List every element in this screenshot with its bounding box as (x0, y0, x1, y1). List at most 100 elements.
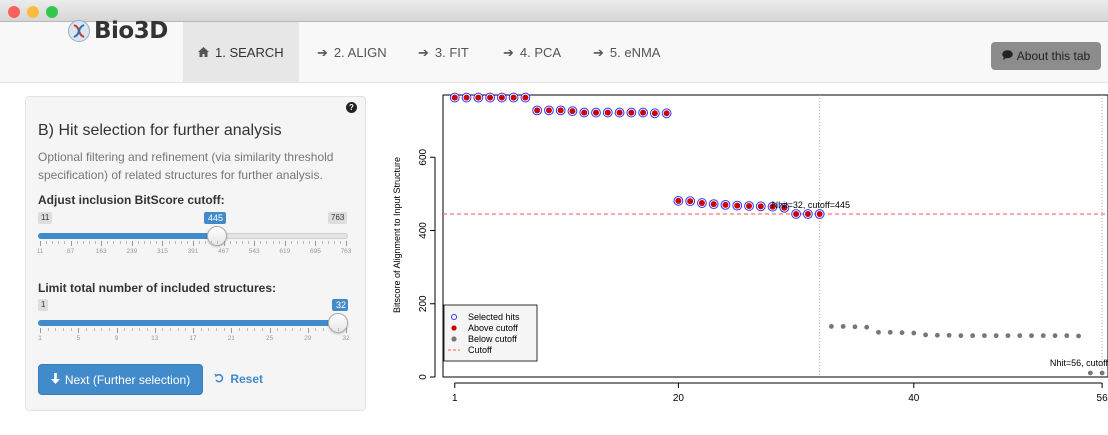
cutoff-slider-fill (38, 233, 217, 239)
legend-selected-marker (450, 313, 458, 321)
tab-align[interactable]: ➔ 2. ALIGN (302, 22, 402, 83)
help-icon[interactable]: ? (346, 102, 357, 113)
window-close-button[interactable] (8, 6, 20, 18)
above-cutoff-point (769, 203, 776, 210)
slider-minor-tick (297, 241, 299, 244)
tab-search-label: 1. SEARCH (215, 45, 284, 60)
tab-pca[interactable]: ➔ 4. PCA (488, 22, 576, 83)
slider-tick-label: 21 (227, 335, 235, 342)
y-tick-label: 600 (418, 148, 429, 165)
y-tick-label: 400 (418, 222, 429, 239)
below-cutoff-point (864, 324, 870, 330)
slider-minor-tick (131, 328, 133, 331)
above-cutoff-point (463, 94, 470, 101)
above-cutoff-point (475, 94, 482, 101)
slider-minor-tick (292, 328, 294, 331)
slider-minor-tick (235, 241, 237, 244)
cutoff-slider-max: 763 (328, 212, 348, 224)
slider-minor-tick (52, 241, 54, 244)
below-cutoff-point (1017, 333, 1023, 339)
arrow-right-icon: ➔ (418, 45, 429, 60)
below-cutoff-point (958, 333, 964, 339)
panel-description: Optional filtering and refinement (via s… (38, 150, 334, 182)
annotation-nhit-56: Nhit=56, cutoff (1050, 358, 1108, 368)
slider-minor-tick (333, 241, 335, 244)
above-cutoff-point (498, 94, 505, 101)
tab-search[interactable]: 1. SEARCH (183, 22, 299, 83)
slider-minor-tick (156, 241, 158, 244)
slider-tick (223, 241, 225, 246)
slider-minor-tick (260, 241, 262, 244)
slider-minor-tick (303, 241, 305, 244)
x-tick-label: 1 (452, 393, 458, 404)
reset-button[interactable]: Reset (214, 364, 263, 395)
limit-slider-value: 32 (332, 299, 348, 311)
window-zoom-button[interactable] (46, 6, 58, 18)
slider-minor-tick (339, 241, 341, 244)
x-tick-label: 40 (908, 393, 920, 404)
slider-tick-label: 9 (114, 335, 119, 342)
slider-minor-tick (223, 328, 225, 331)
about-this-tab-button[interactable]: About this tab (991, 42, 1101, 70)
below-cutoff-point (829, 324, 834, 329)
slider-minor-tick (150, 241, 152, 244)
below-cutoff-point (923, 332, 928, 338)
above-cutoff-point (581, 109, 588, 116)
brand[interactable]: Bio3D (68, 16, 168, 46)
slider-minor-tick (309, 241, 311, 244)
arrow-down-icon (50, 372, 60, 387)
slider-tick (40, 328, 41, 333)
slider-minor-tick (200, 328, 202, 331)
below-cutoff-point (946, 332, 952, 338)
arrow-right-icon: ➔ (593, 45, 604, 60)
tab-fit[interactable]: ➔ 3. FIT (403, 22, 484, 83)
y-tick-label: 0 (418, 374, 429, 380)
slider-tick (116, 328, 118, 333)
above-cutoff-point (534, 107, 541, 114)
slider-minor-tick (58, 241, 60, 244)
slider-tick (162, 241, 164, 246)
slider-minor-tick (62, 328, 64, 331)
slider-tick (307, 328, 309, 333)
panel-title: B) Hit selection for further analysis (38, 122, 282, 139)
slider-minor-tick (70, 328, 72, 331)
bitscore-scatter-plot: Bitscore of Alignment to Input Structure… (392, 92, 1108, 404)
below-cutoff-point (934, 332, 940, 338)
next-further-selection-button[interactable]: Next (Further selection) (38, 364, 203, 395)
slider-minor-tick (177, 328, 179, 331)
about-this-tab-label: About this tab (1016, 49, 1091, 63)
slider-tick (40, 241, 41, 246)
slider-tick (131, 241, 133, 246)
tab-enma[interactable]: ➔ 5. eNMA (578, 22, 675, 83)
limit-slider-handle[interactable] (328, 313, 348, 333)
below-cutoff-point (1052, 333, 1058, 339)
slider-tick-label: 17 (189, 335, 197, 342)
slider-tick-label: 5 (76, 335, 81, 342)
above-cutoff-point (593, 109, 600, 116)
tab-align-label: 2. ALIGN (333, 45, 387, 60)
y-axis: 0 200 400 600 (418, 148, 436, 380)
slider-minor-tick (248, 241, 250, 244)
slider-tick-label: 763 (340, 248, 352, 255)
limit-slider-min: 1 (38, 299, 49, 311)
above-cutoff-point (687, 198, 694, 205)
slider-minor-tick (217, 241, 219, 244)
slider-tick-label: 315 (156, 248, 168, 255)
slider-minor-tick (208, 328, 210, 331)
legend-below: Below cutoff (468, 334, 517, 344)
slider-tick (193, 241, 194, 246)
slider-tick-label: 239 (126, 248, 138, 255)
cutoff-slider-label: Adjust inclusion BitScore cutoff: (38, 193, 225, 207)
legend-box (443, 304, 538, 362)
window-minimize-button[interactable] (27, 6, 39, 18)
slider-tick (315, 241, 317, 246)
slider-tick-label: 1 (38, 335, 42, 342)
slider-minor-tick (168, 241, 170, 244)
slider-minor-tick (185, 328, 187, 331)
slider-tick (254, 241, 256, 246)
slider-minor-tick (300, 328, 302, 331)
slider-minor-tick (199, 241, 201, 244)
slider-tick (269, 328, 271, 333)
above-cutoff-point (628, 109, 635, 116)
slider-tick-label: 391 (187, 248, 199, 255)
